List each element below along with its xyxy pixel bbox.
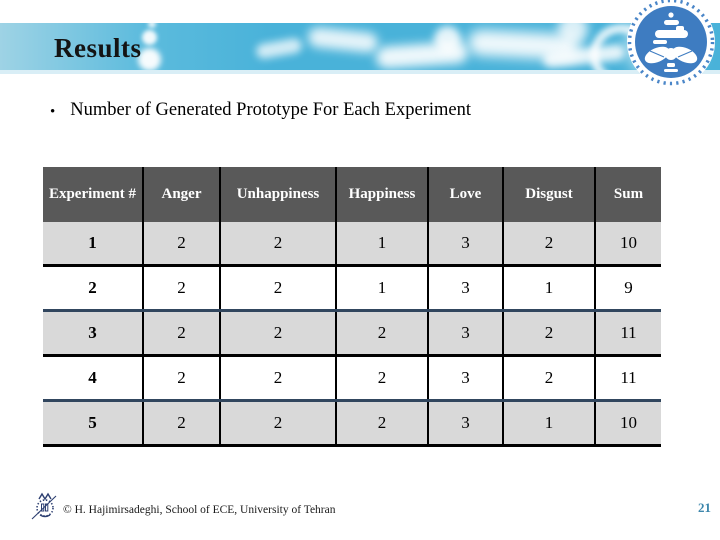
table-cell: 5	[43, 399, 143, 446]
prototype-count-table: Experiment # Anger Unhappiness Happiness…	[43, 167, 661, 447]
table-cell: 3	[426, 309, 503, 356]
table-cell: 2	[141, 399, 220, 446]
page-title: Results	[54, 33, 142, 63]
table-cell: 4	[43, 354, 143, 401]
bullet-icon: •	[50, 104, 56, 120]
bullet-item: • Number of Generated Prototype For Each…	[50, 100, 471, 124]
table-cell: 2	[501, 354, 596, 401]
table-cell: 2	[218, 309, 336, 356]
table-row: 2 2 2 1 3 1 9	[43, 264, 661, 311]
table-cell: 2	[218, 399, 336, 446]
table-cell: 10	[594, 399, 661, 446]
header-cell: Anger	[141, 167, 220, 222]
table-cell: 1	[501, 399, 596, 446]
header-cell: Happiness	[334, 167, 428, 222]
header-cell: Unhappiness	[218, 167, 336, 222]
table-cell: 11	[594, 354, 661, 401]
table-cell: 11	[594, 309, 661, 356]
header-cell: Love	[426, 167, 503, 222]
table-cell: 2	[501, 309, 596, 356]
header-cell: Sum	[594, 167, 661, 222]
university-of-tehran-emblem-icon	[627, 0, 715, 86]
header-cell: Experiment #	[43, 167, 143, 222]
table-cell: 2	[334, 399, 428, 446]
table-cell: 3	[43, 309, 143, 356]
table-cell: 2	[141, 354, 220, 401]
footer-credit: © H. Hajimirsadeghi, School of ECE, Univ…	[63, 504, 336, 516]
table-cell: 9	[594, 264, 661, 311]
page-number: 21	[698, 500, 711, 515]
table-cell: 2	[141, 222, 220, 266]
table-row: 4 2 2 2 3 2 11	[43, 354, 661, 401]
table-cell: 2	[218, 222, 336, 266]
table-cell: 2	[218, 354, 336, 401]
table-cell: 2	[141, 309, 220, 356]
table-row: 3 2 2 2 3 2 11	[43, 309, 661, 356]
table-cell: 1	[334, 222, 428, 266]
table-cell: 2	[334, 309, 428, 356]
table-cell: 3	[426, 354, 503, 401]
table-cell: 2	[43, 264, 143, 311]
university-logo	[624, 0, 718, 89]
table-cell: 2	[141, 264, 220, 311]
table-cell: 10	[594, 222, 661, 266]
table-row: 5 2 2 2 3 1 10	[43, 399, 661, 446]
table-cell: 2	[218, 264, 336, 311]
footer-emblem-icon	[31, 489, 58, 527]
table-cell: 3	[426, 264, 503, 311]
bullet-text: Number of Generated Prototype For Each E…	[70, 100, 471, 120]
results-table: Experiment # Anger Unhappiness Happiness…	[43, 167, 661, 447]
table-cell: 2	[501, 222, 596, 266]
table-cell: 1	[501, 264, 596, 311]
table-cell: 1	[334, 264, 428, 311]
header-cell: Disgust	[501, 167, 596, 222]
table-cell: 2	[334, 354, 428, 401]
table-row: 1 2 2 1 3 2 10	[43, 222, 661, 266]
table-cell: 1	[43, 222, 143, 266]
table-header-row: Experiment # Anger Unhappiness Happiness…	[43, 167, 661, 222]
table-cell: 3	[426, 222, 503, 266]
table-cell: 3	[426, 399, 503, 446]
